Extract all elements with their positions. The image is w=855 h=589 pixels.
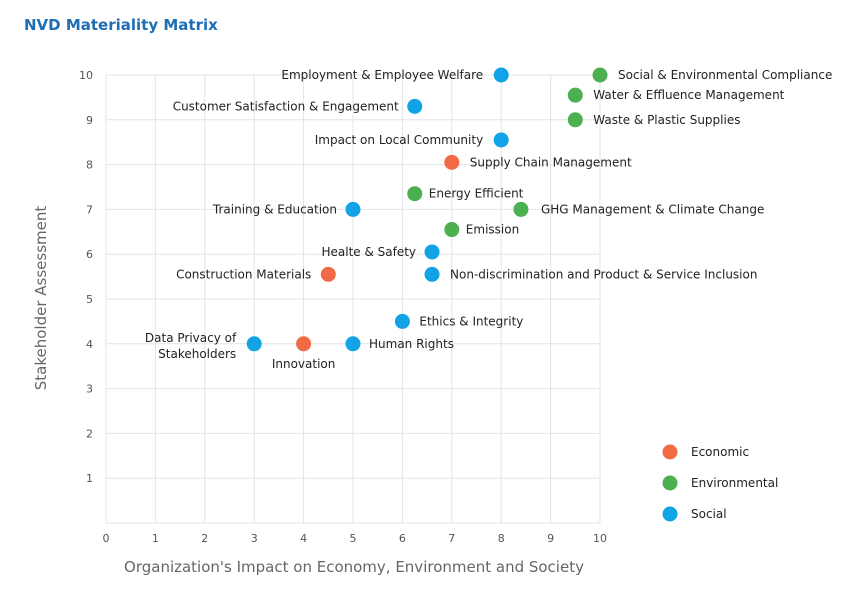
point-label: Impact on Local Community <box>315 133 483 147</box>
data-point <box>320 266 336 282</box>
x-tick-label: 1 <box>152 532 159 545</box>
chart-title: NVD Materiality Matrix <box>24 16 218 34</box>
data-point <box>493 132 509 148</box>
x-tick-label: 4 <box>300 532 307 545</box>
data-point <box>345 201 361 217</box>
data-point <box>296 336 312 352</box>
x-tick-label: 7 <box>448 532 455 545</box>
data-point <box>444 222 460 238</box>
x-tick-label: 0 <box>103 532 110 545</box>
legend: Economic Environmental Social <box>662 444 778 522</box>
x-tick-label: 5 <box>350 532 357 545</box>
y-tick-label: 10 <box>79 69 93 82</box>
data-point <box>444 154 460 170</box>
point-label: Water & Effluence Management <box>593 88 784 102</box>
legend-marker-economic <box>662 444 678 460</box>
point-label: Employment & Employee Welfare <box>281 68 483 82</box>
data-point <box>592 67 608 83</box>
x-tick-label: 9 <box>547 532 554 545</box>
legend-label-environmental: Environmental <box>691 476 778 490</box>
y-tick-label: 1 <box>86 472 93 485</box>
x-tick-label: 3 <box>251 532 258 545</box>
point-label: Energy Efficient <box>429 187 524 201</box>
y-tick-label: 3 <box>86 383 93 396</box>
data-point <box>424 266 440 282</box>
data-point <box>567 87 583 103</box>
point-label: Customer Satisfaction & Engagement <box>173 99 399 113</box>
point-label: Construction Materials <box>176 267 311 281</box>
point-label: Human Rights <box>369 337 454 351</box>
point-label: Ethics & Integrity <box>419 314 523 328</box>
point-label: Supply Chain Management <box>470 155 632 169</box>
point-label: Emission <box>466 223 519 237</box>
x-tick-label: 10 <box>593 532 607 545</box>
data-point <box>407 98 423 114</box>
data-point <box>407 186 423 202</box>
legend-label-economic: Economic <box>691 445 749 459</box>
data-point <box>394 313 410 329</box>
y-axis-label: Stakeholder Assessment <box>32 206 50 391</box>
legend-label-social: Social <box>691 507 727 521</box>
y-tick-label: 7 <box>86 203 93 216</box>
legend-marker-social <box>662 506 678 522</box>
point-label: Social & Environmental Compliance <box>618 68 832 82</box>
y-tick-label: 4 <box>86 338 93 351</box>
y-tick-label: 6 <box>86 248 93 261</box>
point-labels: Employment & Employee Welfare Social & En… <box>145 68 832 371</box>
data-point <box>345 336 361 352</box>
data-points <box>246 67 608 352</box>
x-tick-label: 6 <box>399 532 406 545</box>
data-point <box>567 112 583 128</box>
data-point <box>493 67 509 83</box>
x-tick-label: 8 <box>498 532 505 545</box>
point-label: Training & Education <box>212 202 337 216</box>
data-point <box>246 336 262 352</box>
point-label: Waste & Plastic Supplies <box>593 113 740 127</box>
point-label: Innovation <box>272 357 336 371</box>
grid <box>105 74 601 524</box>
y-tick-label: 9 <box>86 114 93 127</box>
y-tick-label: 2 <box>86 427 93 440</box>
legend-marker-environmental <box>662 475 678 491</box>
point-label: Data Privacy of Stakeholders <box>145 331 237 361</box>
tick-labels: 0 1 2 3 4 5 6 7 8 9 10 1 2 3 4 5 6 7 8 9 10 <box>79 69 607 545</box>
data-point <box>513 201 529 217</box>
point-label: GHG Management & Climate Change <box>541 202 764 216</box>
data-point <box>424 244 440 260</box>
x-axis-label: Organization's Impact on Economy, Enviro… <box>124 558 584 576</box>
y-tick-label: 5 <box>86 293 93 306</box>
point-label: Healte & Safety <box>321 245 416 259</box>
y-tick-label: 8 <box>86 159 93 172</box>
x-tick-label: 2 <box>201 532 208 545</box>
point-label: Non-discrimination and Product & Service… <box>450 267 757 281</box>
